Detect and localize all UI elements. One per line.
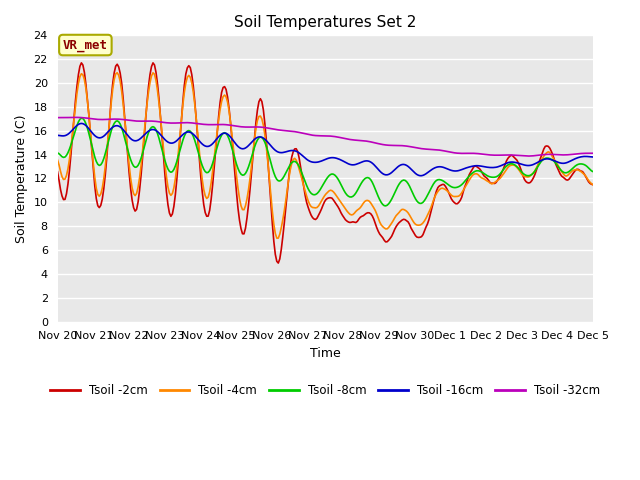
Text: VR_met: VR_met [63, 38, 108, 51]
Title: Soil Temperatures Set 2: Soil Temperatures Set 2 [234, 15, 417, 30]
Y-axis label: Soil Temperature (C): Soil Temperature (C) [15, 114, 28, 243]
X-axis label: Time: Time [310, 347, 340, 360]
Legend: Tsoil -2cm, Tsoil -4cm, Tsoil -8cm, Tsoil -16cm, Tsoil -32cm: Tsoil -2cm, Tsoil -4cm, Tsoil -8cm, Tsoi… [45, 379, 605, 402]
